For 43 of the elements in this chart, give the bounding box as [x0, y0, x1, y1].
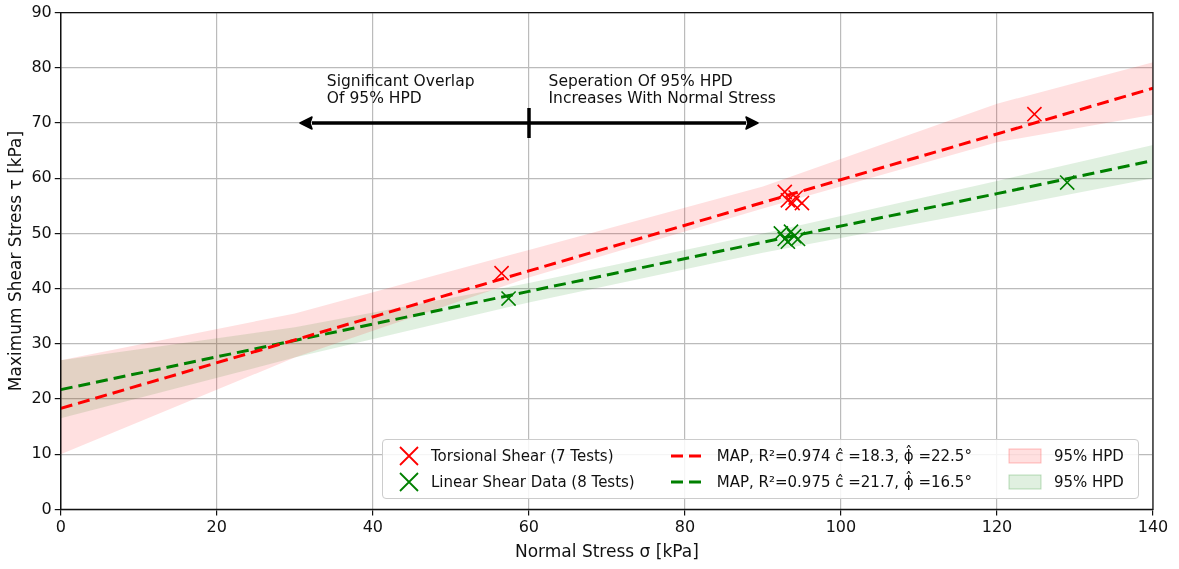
y-tick-label: 90: [31, 1, 52, 21]
legend-label: MAP, R²=0.975 ĉ =21.7, ϕ̂ =16.5°: [716, 473, 972, 492]
point: [776, 184, 793, 200]
annotation: Significant Overlap Of 95% HPD: [326, 71, 475, 107]
x-axis-title: Normal Stress σ [kPa]: [515, 541, 699, 562]
legend-label: Linear Shear Data (8 Tests): [431, 473, 635, 492]
point: [787, 189, 804, 206]
annotation: Seperation Of 95% HPD Increases With Normal Stress: [548, 71, 776, 107]
point: [772, 225, 789, 242]
point: [780, 192, 796, 209]
y-tick-label: 60: [31, 167, 52, 187]
x-tick-label: 60: [518, 517, 540, 537]
y-tick-label: 20: [31, 388, 52, 408]
point: [783, 223, 799, 240]
point: [784, 195, 801, 211]
annotation: 95% HPD: [1053, 473, 1124, 492]
x-tick-label: 20: [206, 517, 227, 537]
point: [790, 231, 806, 247]
x-tick-label: 100: [825, 517, 857, 537]
point: [786, 228, 802, 245]
y-tick-label: 0: [41, 498, 52, 518]
x-tick-label: 140: [1137, 517, 1169, 537]
y-tick-label: 40: [31, 277, 52, 297]
x-tick-label: 40: [362, 517, 384, 537]
y-axis-title: Maximum Shear Stress τ [kPa]: [4, 130, 25, 392]
y-tick-label: 70: [31, 112, 52, 132]
point: [794, 195, 810, 211]
x-tick-label: 80: [674, 517, 696, 537]
point: [776, 231, 793, 247]
y-tick-label: 50: [31, 222, 52, 242]
point: [493, 265, 510, 282]
y-tick-label: 80: [31, 56, 52, 76]
point: [500, 290, 517, 307]
y-tick-label: 30: [31, 332, 52, 352]
point: [780, 233, 796, 250]
annotation: 95% HPD: [1053, 447, 1124, 466]
x-tick-label: 0: [55, 517, 66, 537]
legend-label: Torsional Shear (7 Tests): [431, 447, 614, 466]
x-tick-label: 120: [981, 517, 1013, 537]
point: [1026, 106, 1043, 123]
y-tick-label: 10: [31, 443, 52, 463]
point: [1059, 174, 1076, 191]
legend-label: MAP, R²=0.974 ĉ =18.3, ϕ̂ =22.5°: [716, 447, 972, 466]
